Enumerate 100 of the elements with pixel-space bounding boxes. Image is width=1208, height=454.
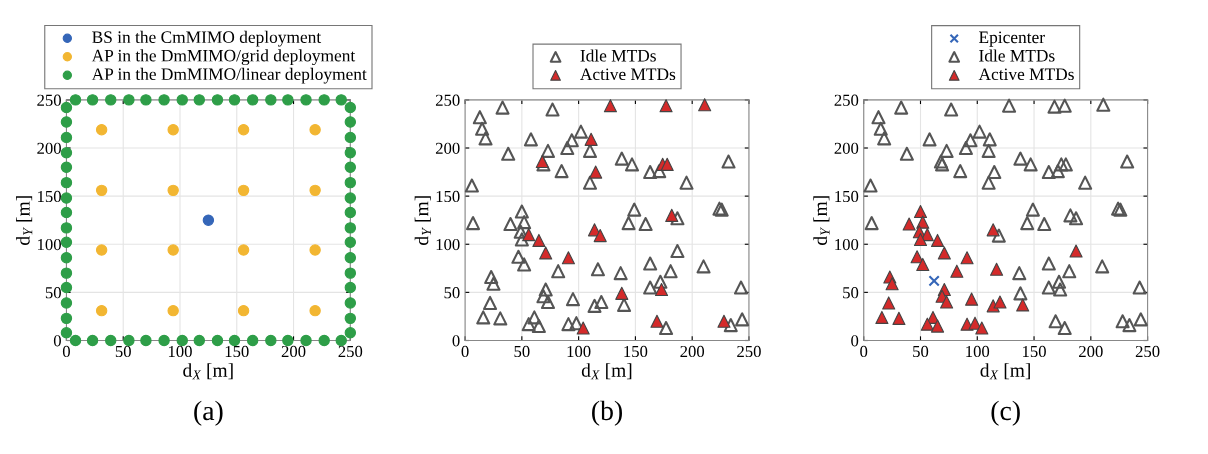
point [532, 233, 546, 247]
point [873, 121, 888, 136]
x-tick-label: 200 [680, 345, 705, 358]
x-tick-label: 150 [225, 345, 249, 358]
text: (a) [194, 400, 223, 426]
point [167, 184, 179, 197]
point [1132, 280, 1147, 295]
point [589, 165, 603, 179]
legend-label: BS in the CmMIMO deployment [92, 30, 322, 47]
point [1115, 314, 1130, 329]
x-tick-label: 100 [966, 345, 990, 358]
y-tick-label: 50 [843, 287, 859, 299]
text: (b) [592, 400, 622, 426]
point [950, 264, 964, 278]
x-tick-label: 0 [461, 345, 469, 358]
y-tick-label: 0 [452, 335, 460, 347]
point [1037, 216, 1052, 232]
point [1057, 98, 1072, 113]
x-tick-label: 250 [338, 345, 363, 358]
point [899, 146, 914, 161]
legend-label: Active MTDs [978, 68, 1074, 81]
point [965, 292, 979, 306]
point [1016, 298, 1030, 312]
point [1069, 211, 1084, 226]
y-tick-label: 0 [53, 335, 61, 347]
point [665, 208, 679, 222]
x-tick-label: 50 [913, 345, 929, 358]
point [539, 246, 553, 260]
y-tick-label: 100 [38, 238, 61, 251]
x-axis-title: d$_{X}$ [m] [980, 363, 1030, 380]
point [237, 244, 250, 256]
y-tick-label: 200 [834, 142, 859, 154]
point [95, 184, 108, 197]
point [237, 124, 250, 136]
x-tick-label: 100 [168, 345, 192, 358]
point [717, 314, 731, 328]
point [309, 184, 321, 197]
point [991, 228, 1006, 243]
point [1041, 280, 1056, 295]
point [871, 110, 886, 125]
legend-label: Idle MTDs [580, 49, 656, 62]
point [1002, 98, 1017, 113]
x-tick-label: 150 [1023, 345, 1046, 358]
point [593, 229, 607, 243]
point [309, 124, 321, 136]
point [920, 317, 934, 331]
x-tick-label: 0 [62, 345, 70, 358]
point [1095, 259, 1110, 274]
point [1025, 202, 1040, 217]
point [660, 157, 674, 171]
point [167, 124, 179, 136]
x-tick-label: 250 [1135, 345, 1160, 358]
point [864, 216, 879, 231]
legend-label: Active MTDs [580, 68, 676, 81]
y-tick-label: 250 [834, 94, 859, 106]
point [902, 217, 916, 231]
y-tick-label: 50 [444, 287, 460, 299]
point [913, 204, 928, 219]
point [1053, 282, 1068, 297]
point [1050, 164, 1065, 179]
point [202, 214, 215, 226]
point [95, 124, 108, 136]
point [167, 304, 179, 317]
point [953, 164, 968, 179]
point [1054, 157, 1069, 172]
point [972, 124, 987, 139]
y-tick-label: 250 [435, 94, 460, 106]
x-tick-label: 100 [567, 345, 591, 358]
point [1013, 151, 1028, 166]
point [892, 311, 906, 325]
x-tick-label: 50 [115, 345, 131, 358]
y-tick-label: 150 [835, 190, 859, 203]
point [584, 132, 598, 146]
x-tick-label: 250 [737, 345, 761, 358]
y-axis-title: d$_{Y}$ [m] [813, 196, 830, 245]
point [615, 286, 629, 300]
point [882, 296, 896, 310]
point [1063, 208, 1078, 223]
point [963, 133, 978, 148]
point [930, 233, 945, 247]
point [659, 99, 673, 113]
point [1122, 318, 1137, 333]
y-axis-title: d$_{Y}$ [m] [16, 196, 33, 245]
point [522, 228, 536, 242]
x-tick-label: 200 [281, 345, 306, 358]
point [1062, 264, 1077, 279]
point [885, 277, 899, 291]
point [1041, 165, 1056, 180]
point [650, 314, 664, 328]
point [95, 304, 108, 317]
x-tick-label: 150 [624, 345, 648, 358]
point [309, 304, 321, 317]
point [1012, 266, 1027, 281]
point [1020, 216, 1035, 231]
y-tick-label: 50 [45, 287, 61, 299]
point [939, 143, 954, 158]
y-tick-label: 150 [436, 190, 460, 203]
point [576, 321, 590, 335]
legend-label: AP in the DmMIMO/linear deployment [91, 67, 367, 84]
point [986, 223, 1000, 237]
